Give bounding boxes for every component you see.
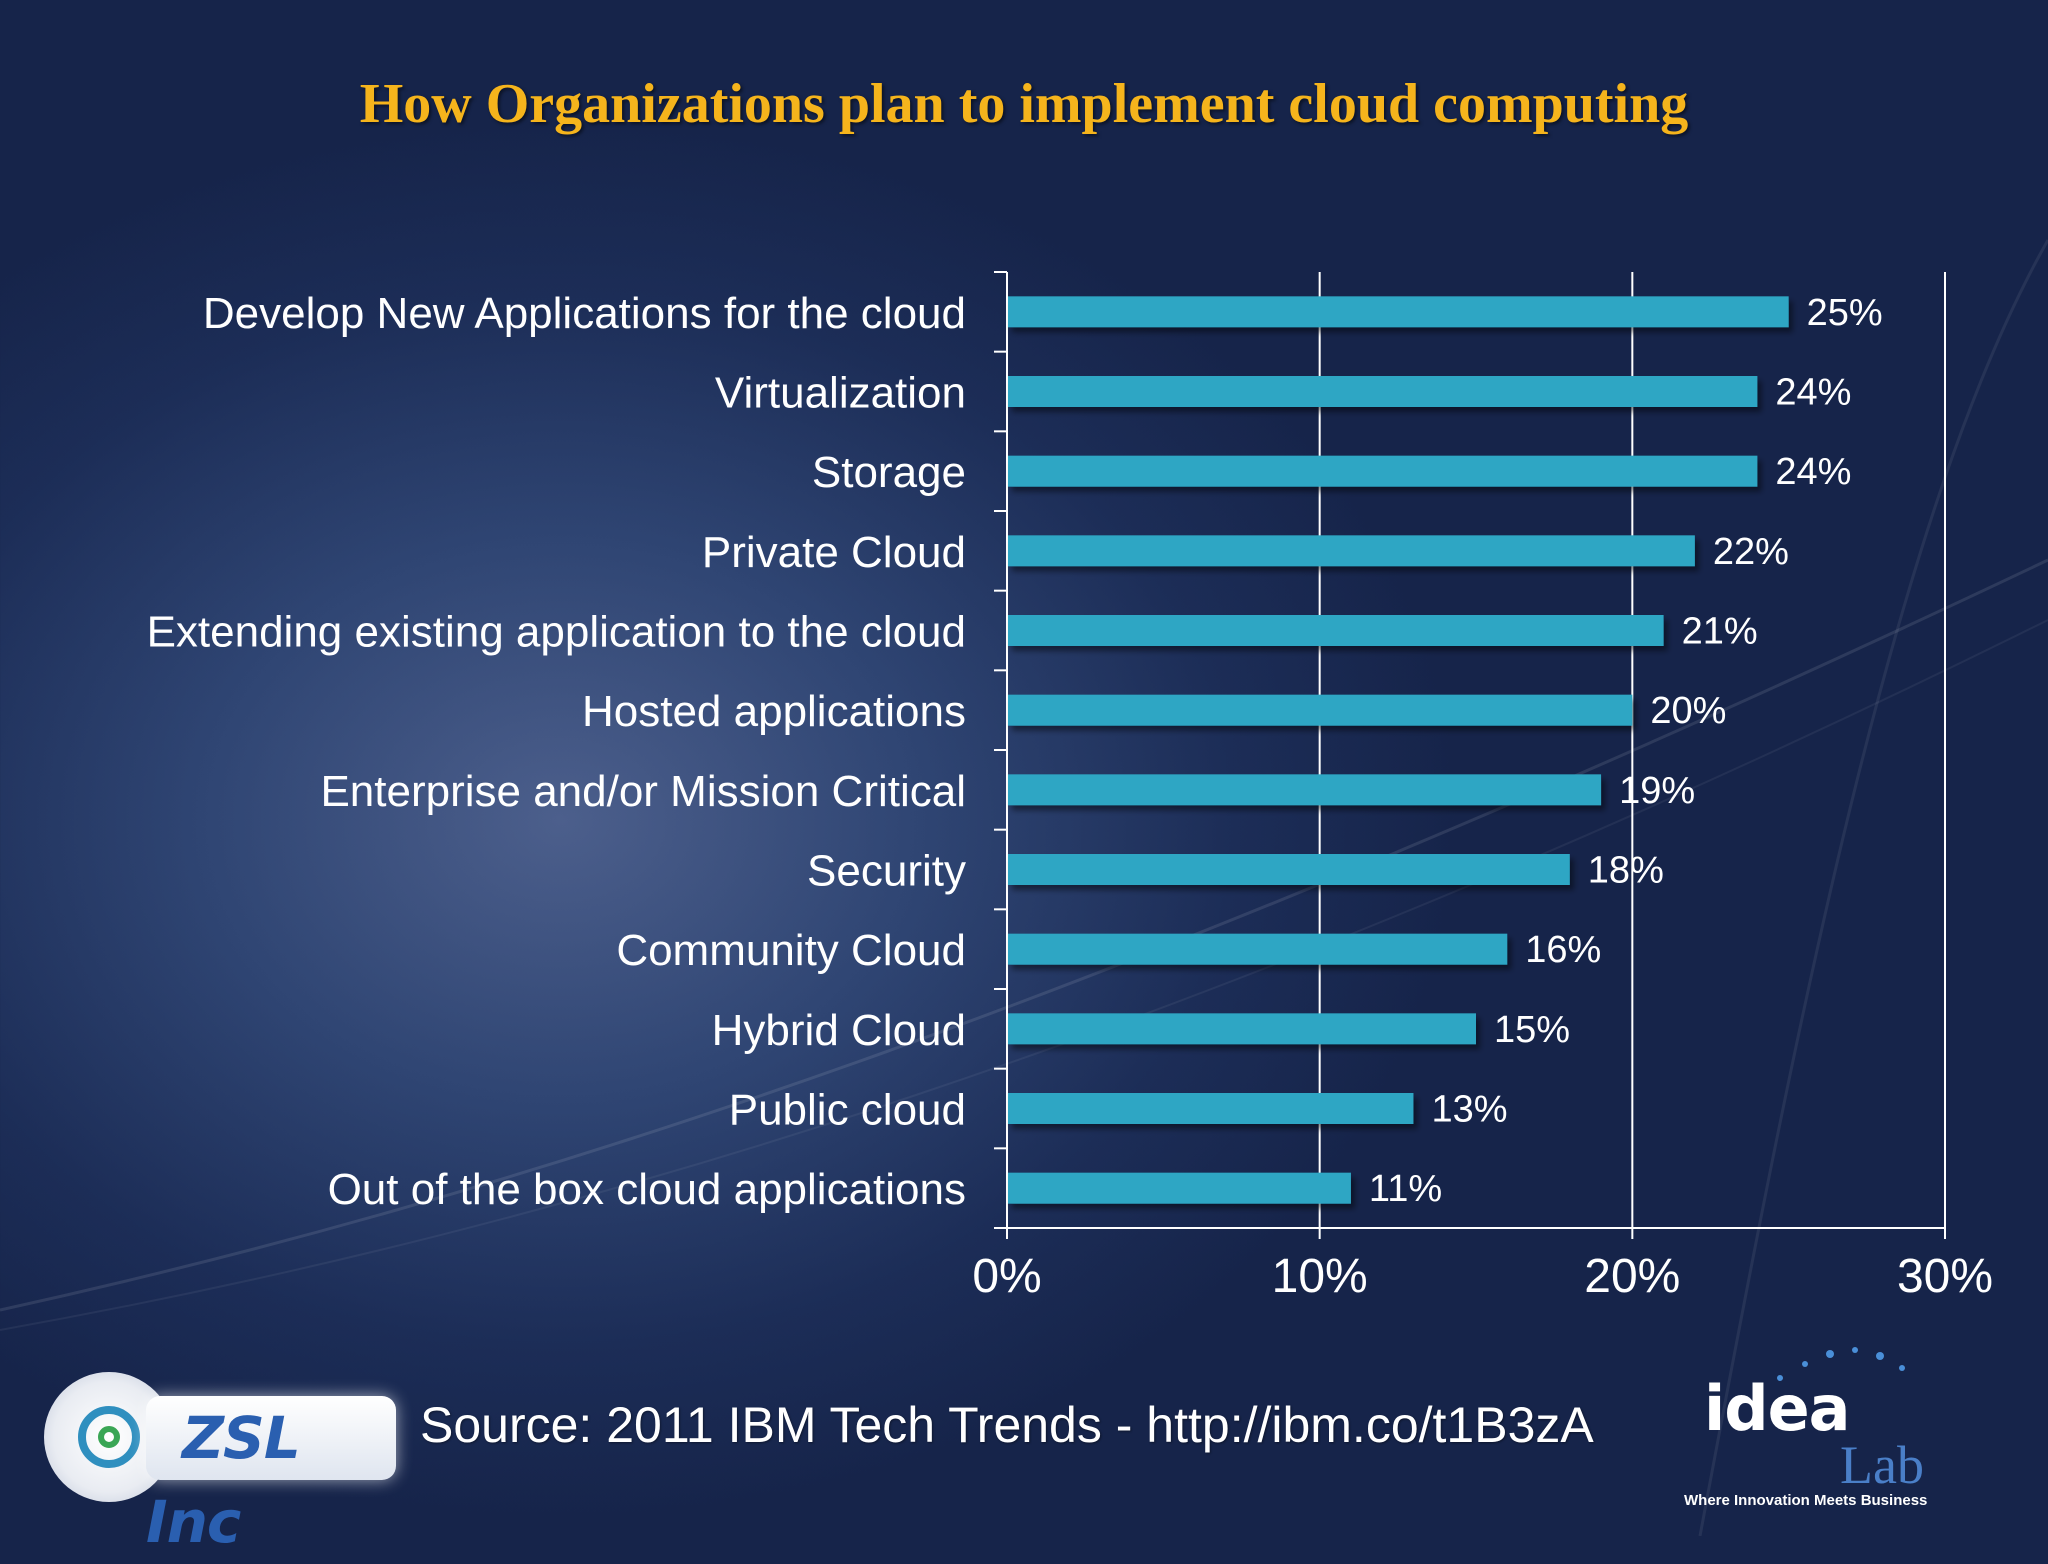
idealab-tagline: Where Innovation Meets Business	[1684, 1492, 1928, 1509]
value-label: 11%	[1369, 1168, 1442, 1210]
bar	[1008, 854, 1570, 885]
bar	[1008, 455, 1758, 487]
value-label: 16%	[1525, 929, 1601, 971]
bar	[1008, 1093, 1414, 1124]
value-label: 21%	[1682, 611, 1758, 653]
category-label: Security	[807, 847, 966, 896]
value-label: 13%	[1431, 1089, 1507, 1131]
idealab-logo: idea Lab Where Innovation Meets Business	[1680, 1342, 1940, 1522]
value-label: 15%	[1494, 1009, 1570, 1051]
x-tick-label: 20%	[1584, 1250, 1680, 1303]
category-label: Hybrid Cloud	[712, 1006, 966, 1055]
bar	[1008, 694, 1633, 726]
axes	[994, 271, 1946, 1239]
bar	[1008, 774, 1602, 806]
labels: 0% 10% 20% 30% Develop New Applications for …	[147, 289, 1993, 1303]
category-label: Out of the box cloud applications	[328, 1165, 966, 1214]
category-label: Enterprise and/or Mission Critical	[320, 767, 966, 816]
x-tick-label: 0%	[972, 1250, 1041, 1303]
category-label: Storage	[812, 448, 966, 497]
category-label: Develop New Applications for the cloud	[203, 289, 966, 338]
value-label: 24%	[1775, 451, 1851, 493]
bar	[1008, 1013, 1476, 1045]
category-label: Virtualization	[715, 369, 966, 418]
source-citation: Source: 2011 IBM Tech Trends - http://ib…	[420, 1397, 1594, 1453]
bar	[1008, 615, 1664, 646]
zsl-logo: ZSL Inc	[38, 1368, 396, 1556]
idealab-sub: Lab	[1840, 1435, 1924, 1495]
value-label: 18%	[1588, 850, 1664, 892]
category-label: Hosted applications	[582, 687, 966, 736]
bar	[1008, 296, 1789, 328]
category-label: Public cloud	[729, 1086, 966, 1135]
idealab-dots-icon	[1777, 1347, 1905, 1381]
value-label: 25%	[1807, 292, 1883, 334]
x-tick-label: 10%	[1272, 1250, 1368, 1303]
category-label: Private Cloud	[702, 528, 966, 577]
value-label: 20%	[1650, 690, 1726, 732]
bar	[1008, 1172, 1351, 1204]
bar	[1008, 376, 1758, 407]
bar	[1008, 535, 1695, 567]
idealab-wordmark: idea	[1704, 1372, 1851, 1445]
value-label: 19%	[1619, 770, 1695, 812]
bars	[1008, 296, 1789, 1204]
category-label: Community Cloud	[616, 926, 966, 975]
zsl-emblem-icon	[78, 1406, 140, 1468]
value-label: 24%	[1775, 372, 1851, 414]
gridlines	[1318, 272, 1946, 1228]
value-label: 22%	[1713, 531, 1789, 573]
zsl-wordmark: ZSL Inc	[146, 1396, 396, 1556]
bar	[1008, 933, 1508, 965]
chart-title: How Organizations plan to implement clou…	[359, 73, 1689, 135]
x-tick-label: 30%	[1897, 1250, 1993, 1303]
category-label: Extending existing application to the cl…	[147, 608, 966, 657]
